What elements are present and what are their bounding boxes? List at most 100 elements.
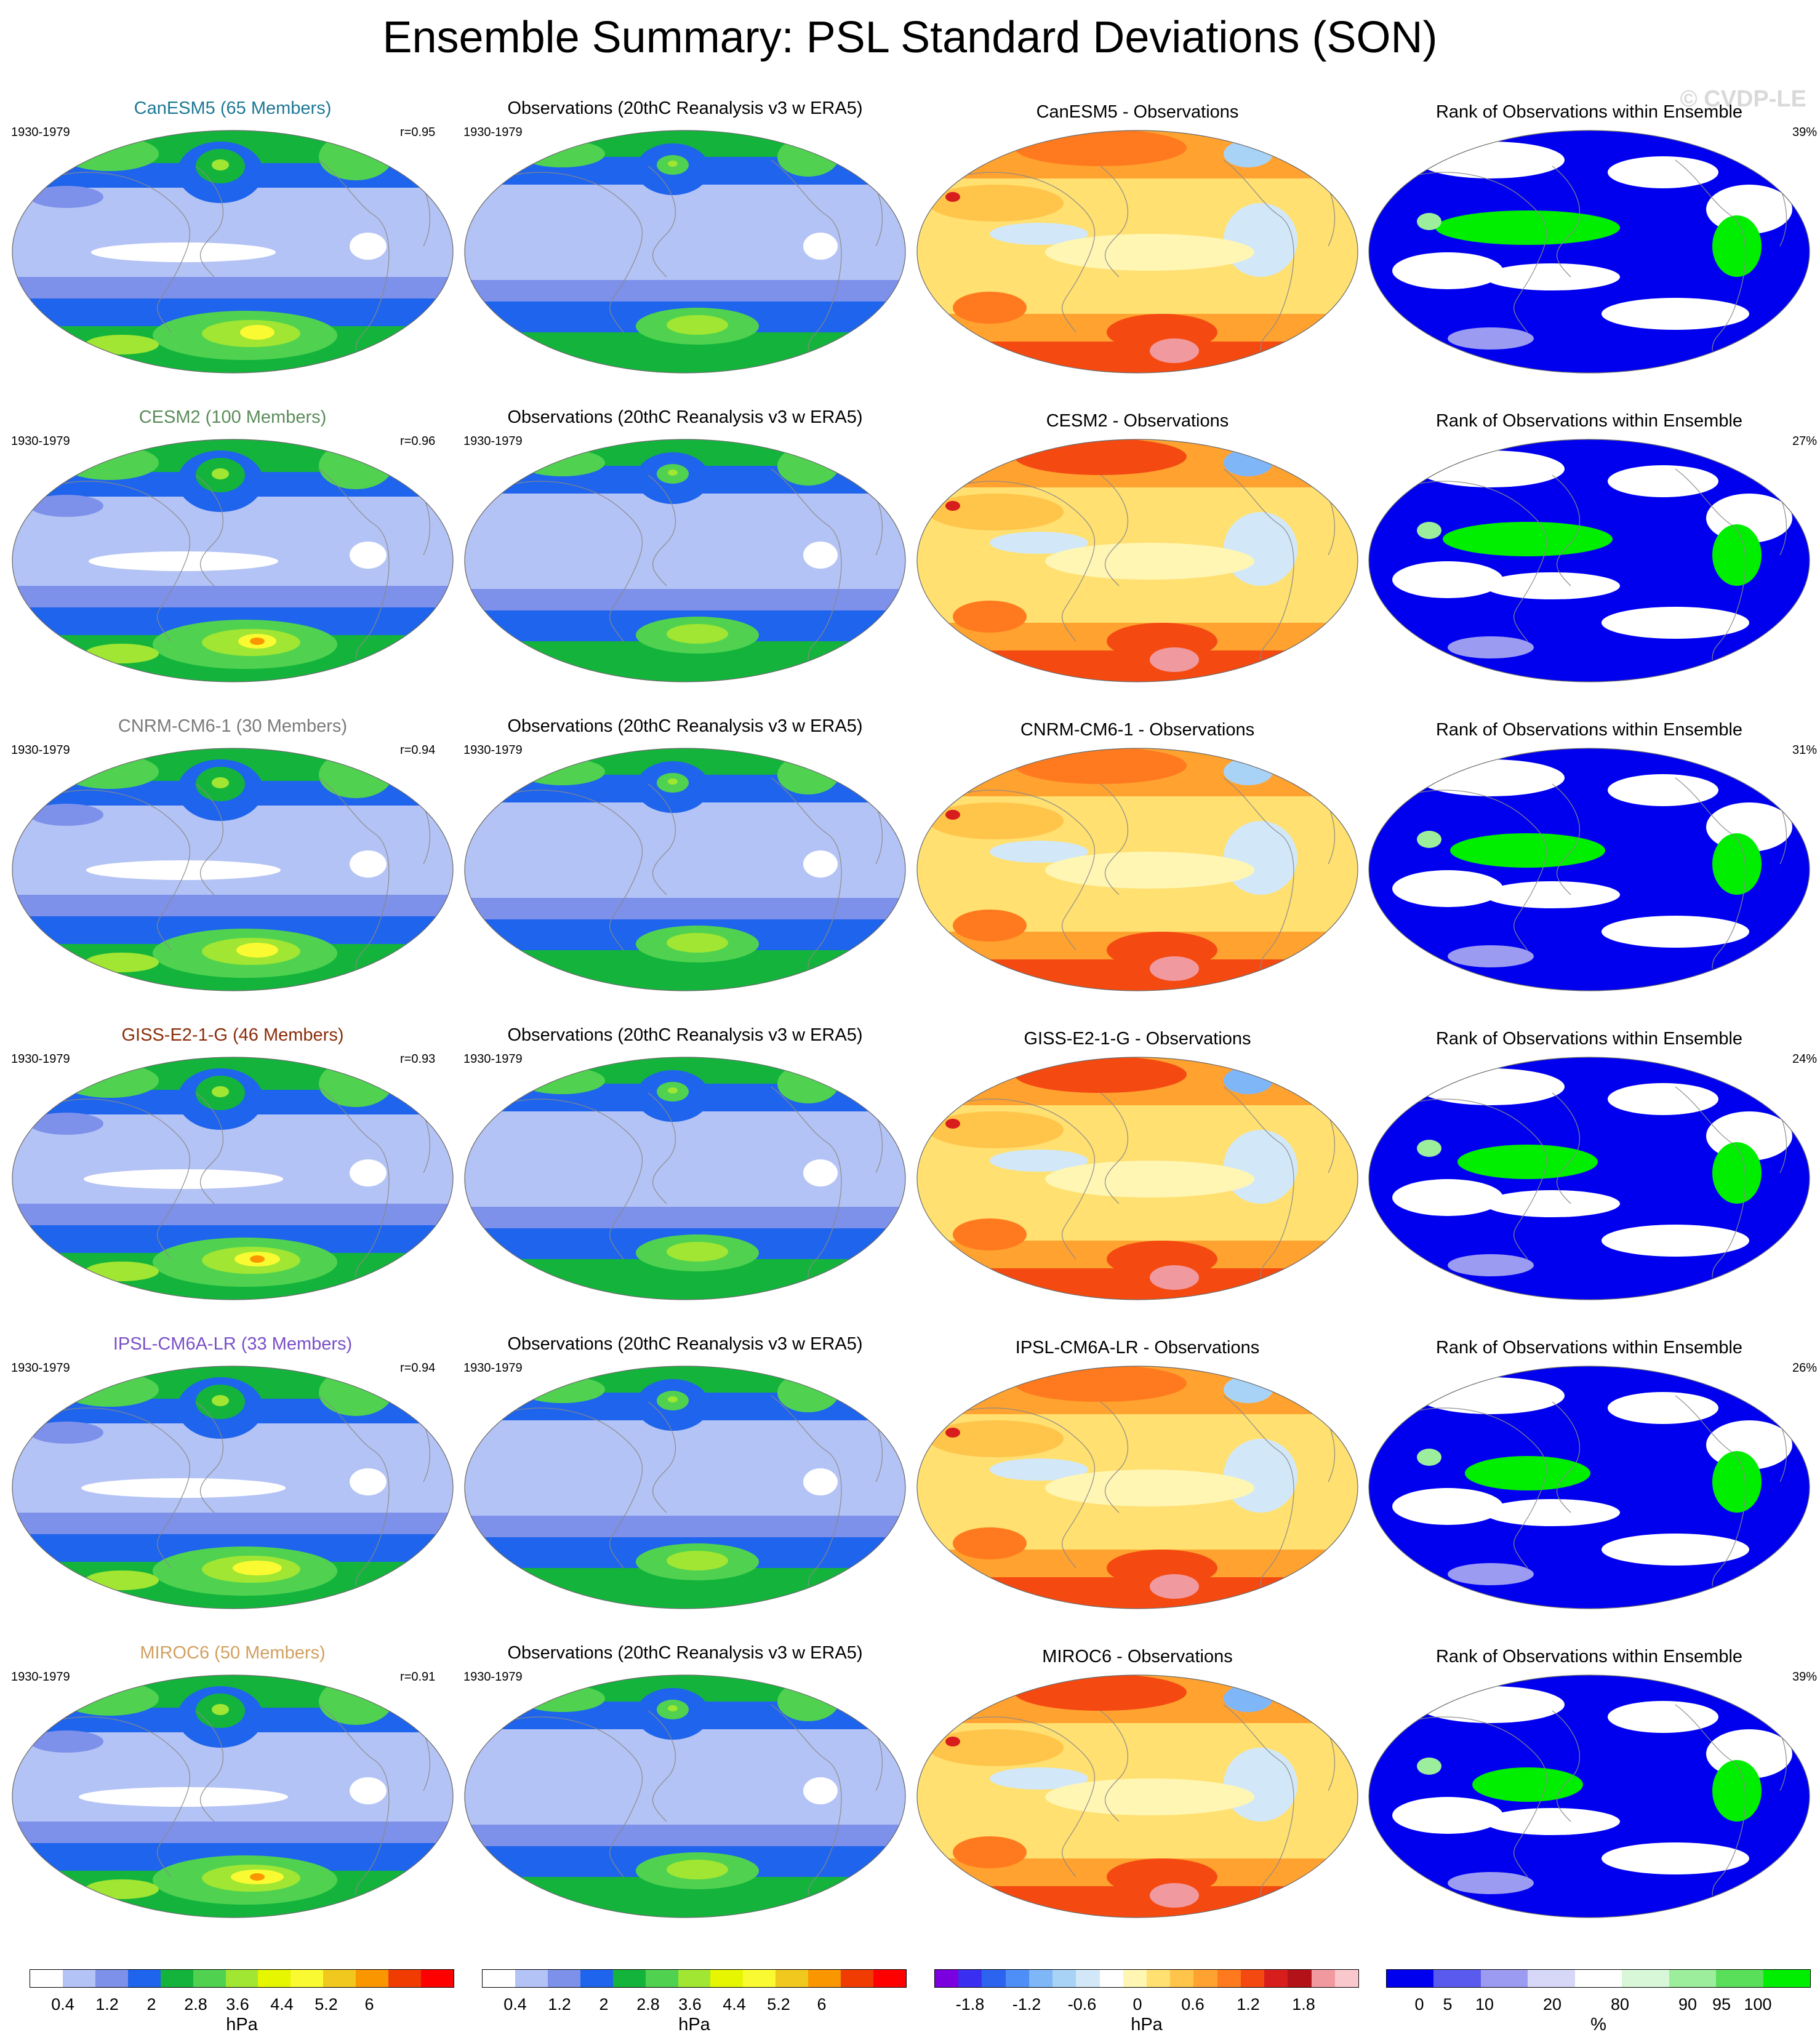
model-std-map <box>12 1674 454 1918</box>
colorbar-swatch <box>225 1970 259 1987</box>
pattern-correlation: r=0.94 <box>400 743 436 757</box>
model-panel-title: GISS-E2-1-G (46 Members) <box>121 1025 344 1045</box>
rank-percentage: 27% <box>1792 434 1818 448</box>
difference-map <box>916 1674 1358 1918</box>
colorbar-swatch <box>1669 1970 1717 1987</box>
colorbar-cells <box>934 1969 1359 1988</box>
colorbar-swatch <box>1240 1970 1265 1987</box>
colorbar-swatch <box>678 1970 711 1987</box>
difference-panel-title: GISS-E2-1-G - Observations <box>1024 1029 1251 1049</box>
colorbar-swatch <box>1334 1970 1358 1987</box>
colorbar-tick: 2.8 <box>184 1995 207 2014</box>
pattern-correlation: r=0.91 <box>400 1670 436 1684</box>
colorbar-swatch <box>1193 1970 1217 1987</box>
colorbar-swatch <box>935 1970 959 1987</box>
colorbar-tick: 3.6 <box>678 1995 702 2014</box>
colorbar-swatch <box>1099 1970 1123 1987</box>
model-std-map <box>12 439 454 682</box>
colorbar-rank: 0 5 10 20 80 90 95 100 % <box>1386 1969 1811 2037</box>
colorbar-tick: 90 <box>1678 1995 1698 2014</box>
colorbar-cells <box>30 1969 454 1988</box>
rank-map <box>1368 748 1810 991</box>
observations-std-map <box>464 130 906 374</box>
colorbar-swatch <box>193 1970 226 1987</box>
model-panel-title: IPSL-CM6A-LR (33 Members) <box>113 1334 353 1354</box>
difference-panel-title: CESM2 - Observations <box>1046 411 1229 431</box>
rank-map <box>1368 1366 1810 1609</box>
colorbar-swatch <box>1480 1970 1528 1987</box>
rank-percentage: 39% <box>1792 1670 1818 1684</box>
colorbar-unit: hPa <box>1131 2015 1163 2034</box>
observations-std-map <box>464 748 906 991</box>
rank-panel-title: Rank of Observations within Ensemble <box>1435 102 1743 122</box>
colorbar-swatch <box>841 1970 874 1987</box>
colorbar-swatch <box>547 1970 580 1987</box>
colorbar-swatch <box>1387 1970 1434 1987</box>
colorbar-unit: hPa <box>226 2015 258 2034</box>
colorbar-swatch <box>258 1970 291 1987</box>
colorbar-swatch <box>580 1970 613 1987</box>
model-years-label: 1930-1979 <box>11 1052 70 1066</box>
model-panel-title: CNRM-CM6-1 (30 Members) <box>118 716 348 736</box>
colorbar-swatch <box>645 1970 678 1987</box>
colorbar-difference: -1.8 -1.2 -0.6 0 0.6 1.2 1.8 hPa <box>934 1969 1359 2037</box>
colorbar-tick: 2.8 <box>636 1995 660 2014</box>
colorbar-tick: 3.6 <box>226 1995 249 2014</box>
colorbar-tick: 80 <box>1610 1995 1630 2014</box>
model-years-label: 1930-1979 <box>11 1361 70 1375</box>
difference-map <box>916 439 1358 682</box>
colorbar-swatch <box>743 1970 776 1987</box>
colorbar-swatch <box>323 1970 356 1987</box>
colorbar-cells <box>482 1969 907 1988</box>
colorbar-tick: 0 <box>1132 1995 1142 2014</box>
pattern-correlation: r=0.96 <box>400 434 436 448</box>
model-std-map <box>12 1366 454 1609</box>
observations-panel-title: Observations (20thC Reanalysis v3 w ERA5… <box>507 407 863 427</box>
observations-panel-title: Observations (20thC Reanalysis v3 w ERA5… <box>507 716 863 736</box>
rank-map <box>1368 1057 1810 1300</box>
rank-map <box>1368 130 1810 374</box>
rank-percentage: 24% <box>1792 1052 1818 1066</box>
colorbar-tick: 100 <box>1744 1995 1772 2014</box>
colorbar-model-std: 0.4 1.2 2 2.8 3.6 4.4 5.2 6 hPa <box>30 1969 454 2037</box>
model-panel-title: MIROC6 (50 Members) <box>140 1643 326 1663</box>
colorbar-tick: 2 <box>146 1995 156 2014</box>
model-panel-title: CESM2 (100 Members) <box>138 407 327 427</box>
model-years-label: 1930-1979 <box>11 743 70 757</box>
pattern-correlation: r=0.94 <box>400 1361 436 1375</box>
observations-std-map <box>464 1366 906 1609</box>
colorbar-swatch <box>1005 1970 1029 1987</box>
observations-std-map <box>464 439 906 682</box>
rank-panel-title: Rank of Observations within Ensemble <box>1435 1029 1743 1049</box>
colorbar-swatch <box>982 1970 1006 1987</box>
model-years-label: 1930-1979 <box>11 126 70 139</box>
obs-years-label: 1930-1979 <box>463 434 523 448</box>
colorbar-tick: 5.2 <box>315 1995 338 2014</box>
colorbar-tick: 5.2 <box>767 1995 790 2014</box>
colorbar-swatch <box>1716 1970 1763 1987</box>
model-panel-title: CanESM5 (65 Members) <box>134 98 332 118</box>
colorbar-swatch <box>30 1970 63 1987</box>
model-std-map <box>12 748 454 991</box>
colorbar-swatch <box>1028 1970 1053 1987</box>
colorbar-swatch <box>356 1970 389 1987</box>
colorbar-tick: 10 <box>1475 1995 1494 2014</box>
observations-panel-title: Observations (20thC Reanalysis v3 w ERA5… <box>507 1025 863 1045</box>
colorbar-swatch <box>1622 1970 1669 1987</box>
rank-percentage: 39% <box>1792 126 1818 139</box>
obs-years-label: 1930-1979 <box>463 1361 523 1375</box>
colorbar-tick: -1.8 <box>955 1995 985 2014</box>
colorbar-swatch <box>1076 1970 1100 1987</box>
colorbar-tick: -1.2 <box>1012 1995 1041 2014</box>
colorbar-tick: 0 <box>1414 1995 1424 2014</box>
model-std-map <box>12 1057 454 1300</box>
colorbar-swatch <box>160 1970 193 1987</box>
colorbar-tick: 1.2 <box>95 1995 119 2014</box>
model-years-label: 1930-1979 <box>11 1670 70 1684</box>
page-title: Ensemble Summary: PSL Standard Deviation… <box>382 13 1438 62</box>
observations-std-map <box>464 1674 906 1918</box>
colorbar-tick: 1.8 <box>1292 1995 1315 2014</box>
observations-panel-title: Observations (20thC Reanalysis v3 w ERA5… <box>507 1334 863 1354</box>
rank-map <box>1368 439 1810 682</box>
